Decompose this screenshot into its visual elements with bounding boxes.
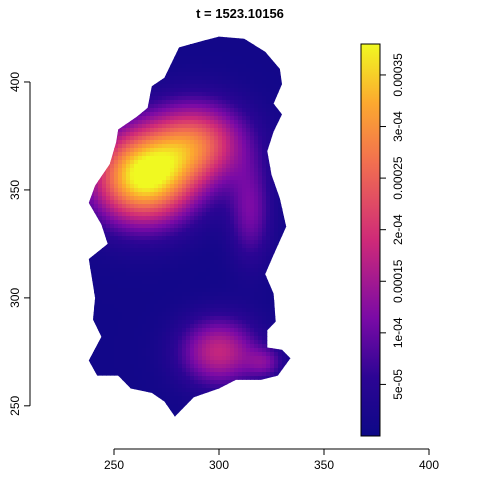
y-tick-label: 250 xyxy=(8,395,22,415)
x-tick-label: 300 xyxy=(209,458,229,472)
colorbar-tick-label: 0.00025 xyxy=(391,156,405,200)
y-axis: 250 300 350 400 xyxy=(8,72,31,416)
colorbar-tick-label: 0.00035 xyxy=(391,53,405,97)
colorbar-tick-label: 1e-04 xyxy=(391,317,405,348)
density-field xyxy=(88,36,291,417)
y-tick-label: 400 xyxy=(8,72,22,92)
chart-title: t = 1523.10156 xyxy=(196,6,284,21)
y-tick-label: 350 xyxy=(8,180,22,200)
colorbar-tick-label: 2e-04 xyxy=(391,214,405,245)
colorbar-tick-label: 3e-04 xyxy=(391,111,405,142)
x-tick-label: 250 xyxy=(104,458,124,472)
colorbar-axis: 5e-05 1e-04 0.00015 2e-04 0.00025 3e-04 0.0003… xyxy=(379,53,405,400)
x-tick-label: 350 xyxy=(314,458,334,472)
x-axis: 250 300 350 400 xyxy=(104,448,439,472)
colorbar-tick-label: 5e-05 xyxy=(391,369,405,400)
colorbar xyxy=(360,43,381,437)
x-tick-label: 400 xyxy=(419,458,439,472)
colorbar-tick-label: 0.00015 xyxy=(391,259,405,303)
y-tick-label: 300 xyxy=(8,288,22,308)
